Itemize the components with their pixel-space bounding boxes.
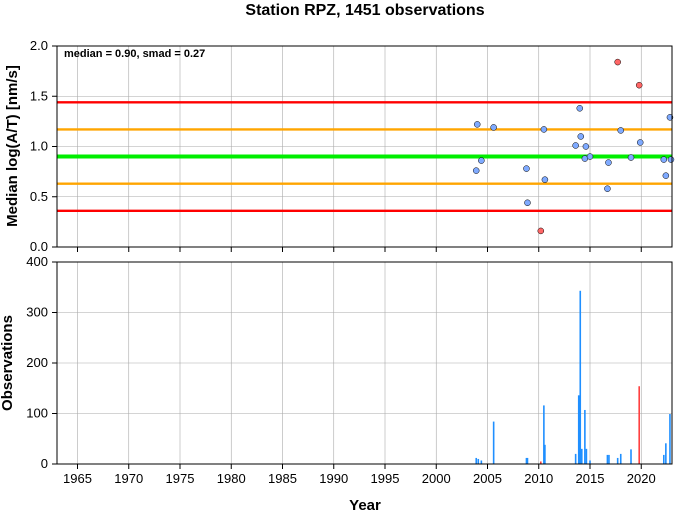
observation-bar xyxy=(574,453,577,464)
data-point xyxy=(490,124,497,131)
observation-bar xyxy=(579,290,582,464)
data-point xyxy=(604,185,611,192)
stats-annotation: median = 0.90, smad = 0.27 xyxy=(64,48,205,60)
observation-bar xyxy=(663,454,665,464)
x-tick-label: 1980 xyxy=(217,471,246,486)
observation-bar xyxy=(669,414,671,464)
observations-bars xyxy=(475,290,671,464)
observation-bar xyxy=(480,460,483,464)
data-point xyxy=(617,127,624,134)
median-grid xyxy=(57,45,672,248)
y-tick-label: 0.0 xyxy=(30,239,48,254)
data-point xyxy=(666,114,674,121)
observation-bar xyxy=(606,454,609,464)
data-point xyxy=(660,156,668,163)
data-point xyxy=(478,157,485,164)
y-tick-label: 2.0 xyxy=(30,38,48,53)
y-tick-label: 0.5 xyxy=(30,189,48,204)
data-point xyxy=(605,159,612,166)
data-point xyxy=(636,139,644,146)
x-tick-label: 2015 xyxy=(576,471,605,486)
observation-bar xyxy=(608,454,610,464)
observation-bar xyxy=(619,453,622,464)
x-tick-label: 2020 xyxy=(627,471,656,486)
observation-bar xyxy=(581,448,583,464)
observation-bar xyxy=(477,458,480,464)
observation-bar xyxy=(544,444,546,464)
data-point xyxy=(541,176,549,183)
data-point xyxy=(524,199,531,207)
y-tick-label: 0 xyxy=(41,456,48,471)
observation-bar xyxy=(475,457,478,464)
y-tick-label: 200 xyxy=(26,355,48,370)
data-point xyxy=(523,165,530,172)
observation-bar xyxy=(589,460,591,464)
data-point xyxy=(582,143,590,150)
data-point xyxy=(474,121,481,128)
median-y-axis-title: Median log(A/T) [nm/s] xyxy=(4,65,21,227)
data-point xyxy=(667,156,675,163)
y-tick-label: 1.0 xyxy=(30,139,48,154)
observation-bar xyxy=(584,409,586,464)
observation-bar xyxy=(540,461,542,464)
median-reference-lines xyxy=(57,101,672,213)
median-panel: 0.0 0.5 1.0 1.5 2.0 median = 0.90, smad = 0.… xyxy=(4,38,675,254)
observation-bar xyxy=(526,457,529,464)
observation-bar xyxy=(630,449,632,464)
data-point xyxy=(537,227,545,235)
observation-bar xyxy=(638,386,640,464)
x-tick-label: 2010 xyxy=(524,471,553,486)
data-point xyxy=(472,167,480,174)
y-tick-label: 400 xyxy=(26,254,48,269)
x-tick-label: 1990 xyxy=(319,471,348,486)
data-point xyxy=(572,142,579,149)
observation-bar xyxy=(616,457,619,464)
data-point xyxy=(635,81,643,89)
x-tick-label: 1970 xyxy=(114,471,143,486)
chart-title: Station RPZ, 1451 observations xyxy=(245,2,484,19)
observation-bar xyxy=(665,443,667,464)
x-tick-label: 1965 xyxy=(63,471,92,486)
x-tick-label: 1995 xyxy=(371,471,400,486)
observations-x-ticks: 1965 1970 1975 1980 1985 1990 1995 2000 2005 2010… xyxy=(63,464,656,486)
observations-y-ticks: 0 100 200 300 400 xyxy=(26,254,57,471)
data-point xyxy=(614,58,621,66)
x-axis-title: Year xyxy=(349,497,381,511)
y-tick-label: 300 xyxy=(26,305,48,320)
observation-bar xyxy=(525,457,528,464)
observation-bar xyxy=(585,448,588,464)
data-point xyxy=(586,153,594,160)
x-tick-label: 1985 xyxy=(268,471,297,486)
data-point xyxy=(662,172,670,179)
x-tick-label: 2005 xyxy=(473,471,502,486)
median-points xyxy=(472,58,675,235)
observation-bar xyxy=(543,405,545,464)
observations-y-axis-title: Observations xyxy=(0,315,16,411)
y-tick-label: 100 xyxy=(26,406,48,421)
observation-bar xyxy=(492,421,495,464)
median-y-ticks: 0.0 0.5 1.0 1.5 2.0 xyxy=(30,38,642,254)
data-point xyxy=(540,126,548,133)
data-point xyxy=(577,133,585,140)
x-tick-label: 2000 xyxy=(422,471,451,486)
observation-bar xyxy=(577,395,580,464)
data-point xyxy=(576,105,583,112)
y-tick-label: 1.5 xyxy=(30,88,48,103)
data-point xyxy=(627,154,635,161)
x-tick-label: 1975 xyxy=(166,471,195,486)
